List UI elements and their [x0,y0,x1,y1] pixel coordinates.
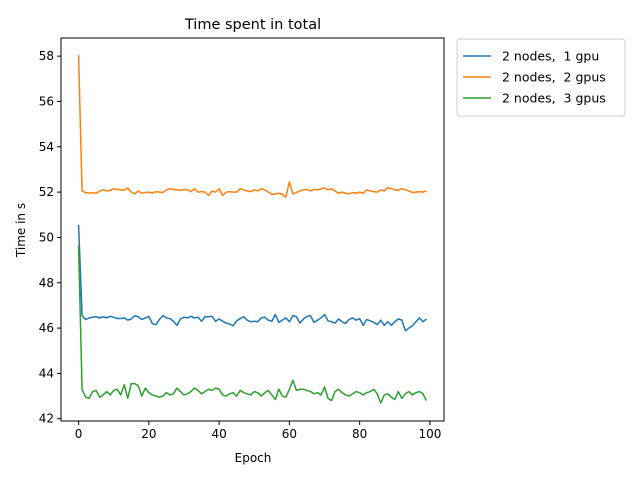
y-tick-label: 46 [39,321,54,335]
y-tick-label: 44 [39,366,54,380]
x-tick-label: 20 [141,427,156,441]
legend-label-2: 2 nodes, 2 gpus [502,70,606,85]
x-tick-label: 80 [352,427,367,441]
y-tick-label: 54 [39,140,54,154]
series-line-1 [77,224,427,332]
y-axis: 42 44 46 48 50 52 54 56 58 [39,49,61,426]
y-tick-label: 48 [39,276,54,290]
x-tick-label: 100 [418,427,441,441]
x-tick-label: 0 [75,427,83,441]
x-tick-label: 40 [211,427,226,441]
x-tick-label: 60 [282,427,297,441]
y-tick-label: 42 [39,412,54,426]
legend-label-1: 2 nodes, 1 gpu [502,49,599,64]
chart-title: Time spent in total [184,17,321,33]
legend-box [456,38,626,117]
x-axis-label: Epoch [235,451,272,465]
legend-label-3: 2 nodes, 3 gpus [502,91,606,106]
x-axis: 0 20 40 60 80 100 [75,421,441,441]
series-line-3 [77,245,428,404]
y-tick-label: 52 [39,185,54,199]
y-tick-label: 50 [39,230,54,244]
plot-area-frame [60,37,445,422]
series-line-2 [77,54,427,198]
y-axis-label: Time in s [14,203,28,258]
series-layer [77,54,428,404]
legend: 2 nodes, 1 gpu 2 nodes, 2 gpus 2 nodes, 3 … [456,38,626,117]
y-tick-label: 58 [39,49,54,63]
y-tick-label: 56 [39,94,54,108]
